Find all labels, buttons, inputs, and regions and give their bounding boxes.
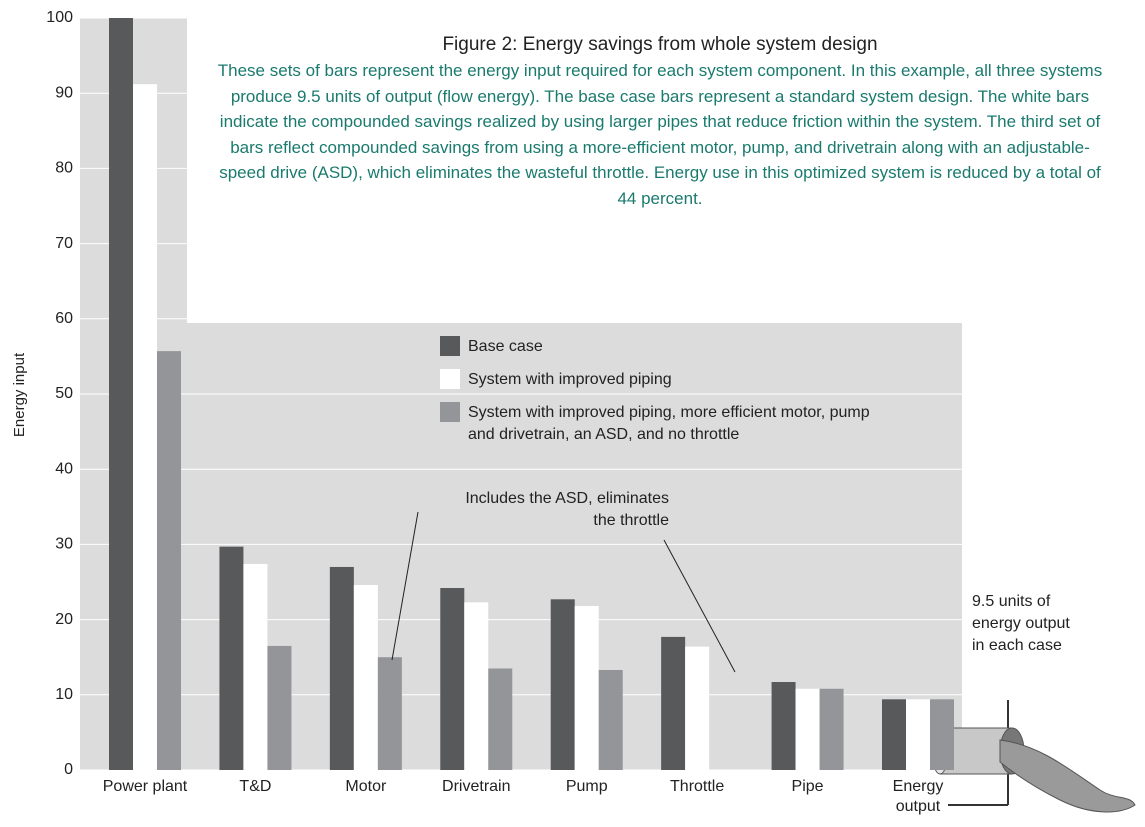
annotation-line: 9.5 units of xyxy=(972,593,1051,610)
legend-item: System with improved piping xyxy=(440,369,890,391)
y-tick-label: 40 xyxy=(55,460,73,477)
legend-swatch xyxy=(440,369,460,389)
y-tick-label: 10 xyxy=(55,686,73,703)
y-tick-label: 20 xyxy=(55,611,73,628)
bar xyxy=(574,606,599,770)
bar xyxy=(771,682,796,770)
y-tick-label: 50 xyxy=(55,385,73,402)
x-tick-label: Pump xyxy=(566,778,608,795)
legend-item: Base case xyxy=(440,336,890,358)
bar xyxy=(133,84,157,770)
y-tick-label: 80 xyxy=(55,160,73,177)
legend-swatch xyxy=(440,402,460,422)
annotation-line: energy output xyxy=(972,615,1070,632)
x-tick-label: Pipe xyxy=(792,778,824,795)
x-tick-label: Energy output xyxy=(893,778,944,815)
x-tick-label: Drivetrain xyxy=(442,778,510,795)
annotation-line: Includes the ASD, eliminates xyxy=(465,490,669,507)
legend-label: System with improved piping, more effici… xyxy=(468,404,870,443)
y-tick-label: 70 xyxy=(55,235,73,252)
y-tick-label: 60 xyxy=(55,310,73,327)
bar xyxy=(906,699,930,770)
legend-label: System with improved piping xyxy=(468,371,672,388)
x-tick-label: Power plant xyxy=(103,778,188,795)
y-tick-label: 100 xyxy=(46,9,73,26)
bar xyxy=(243,563,268,770)
bar xyxy=(109,18,133,770)
annotation-pointer xyxy=(391,511,419,661)
bar xyxy=(353,585,378,770)
annotation-line: in each case xyxy=(972,637,1062,654)
annotation-pointer xyxy=(663,539,736,673)
y-tick-label: 90 xyxy=(55,84,73,101)
legend-swatch xyxy=(440,336,460,356)
x-tick-label: Motor xyxy=(345,778,387,795)
bar xyxy=(795,688,820,770)
bar xyxy=(930,699,954,770)
x-tick-label: T&D xyxy=(239,778,271,795)
bar xyxy=(488,668,513,770)
bar xyxy=(661,636,686,770)
pipe-icon xyxy=(931,700,1136,813)
bar xyxy=(685,646,710,770)
annotation: Includes the ASD, eliminates the throttle xyxy=(465,490,669,529)
legend-item: System with improved piping, more effici… xyxy=(440,402,890,446)
y-tick-label: 30 xyxy=(55,536,73,553)
bar xyxy=(819,688,844,770)
legend-label: Base case xyxy=(468,338,543,355)
bar xyxy=(219,546,244,770)
bar xyxy=(464,602,489,770)
annotation: 9.5 units of energy output in each case xyxy=(972,593,1070,654)
bar xyxy=(550,599,575,770)
bar xyxy=(882,699,906,770)
chart-title: Figure 2: Energy savings from whole syst… xyxy=(442,34,877,55)
y-tick-label: 0 xyxy=(64,761,73,778)
bar xyxy=(598,669,623,770)
y-axis-label: Energy input xyxy=(11,352,28,437)
x-tick-label: Throttle xyxy=(670,778,724,795)
bar xyxy=(267,645,292,770)
annotation-line: the throttle xyxy=(593,512,669,529)
bar xyxy=(329,566,354,770)
description: These sets of bars represent the energy … xyxy=(217,61,1103,208)
bar xyxy=(377,657,402,770)
bar xyxy=(440,588,465,770)
bar xyxy=(157,351,181,770)
